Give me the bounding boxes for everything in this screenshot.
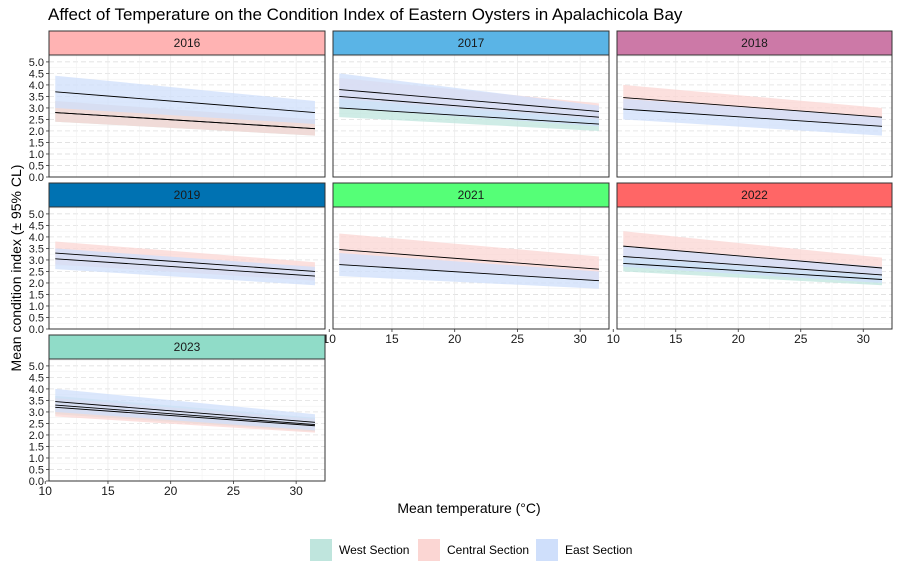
y-tick-label: 0.5 [29, 312, 44, 324]
fit-line-east-section [623, 108, 883, 127]
y-tick-label: 2.5 [29, 418, 44, 430]
ribbon-east-section [623, 246, 882, 283]
fit-line-west-section [55, 404, 315, 426]
facet-strip-label: 2017 [458, 36, 485, 50]
panel-border [616, 54, 893, 178]
facet-strip-label: 2018 [741, 36, 768, 50]
x-tick-label: 10 [607, 332, 621, 346]
panel-border [332, 54, 610, 178]
legend-label-west: West Section [339, 543, 410, 557]
y-tick-label: 2.0 [29, 430, 44, 442]
y-tick-label: 1.0 [29, 453, 44, 465]
y-tick-label: 0.5 [29, 160, 44, 172]
x-tick-label: 25 [227, 484, 241, 498]
y-tick-label: 5.0 [29, 209, 44, 221]
facet-strip-label: 2022 [741, 188, 768, 202]
y-tick-label: 2.5 [29, 266, 44, 278]
y-tick-label: 3.0 [29, 255, 44, 267]
x-tick-label: 30 [857, 332, 871, 346]
panel-border [48, 358, 326, 482]
x-tick-label: 20 [732, 332, 746, 346]
y-tick-label: 0.0 [29, 324, 44, 336]
x-axis-label: Mean temperature (°C) [397, 500, 541, 516]
y-tick-label: 4.5 [29, 220, 44, 232]
legend-label-east: East Section [565, 543, 633, 557]
legend-key-west [310, 539, 332, 561]
fit-line-west-section [339, 107, 599, 125]
y-tick-label: 1.5 [29, 441, 44, 453]
ribbon-east-section [339, 253, 599, 289]
fit-line-central-section [339, 249, 599, 270]
fit-line-east-section [55, 401, 315, 423]
facet-strip [48, 30, 326, 56]
x-tick-label: 15 [669, 332, 683, 346]
fit-line-central-section [623, 97, 883, 118]
facet-strip-label: 2023 [174, 340, 201, 354]
x-tick-label: 10 [39, 484, 53, 498]
legend-key-east [536, 539, 558, 561]
y-tick-label: 1.0 [29, 149, 44, 161]
facet-strip [332, 182, 610, 208]
facet-strip-label: 2016 [174, 36, 201, 50]
facet-strip [616, 182, 893, 208]
x-tick-label: 30 [573, 332, 587, 346]
y-tick-label: 4.5 [29, 68, 44, 80]
facet-strip [48, 182, 326, 208]
y-tick-label: 3.5 [29, 395, 44, 407]
panel-border [48, 206, 326, 330]
facet-strip-label: 2021 [458, 188, 485, 202]
y-tick-label: 3.5 [29, 91, 44, 103]
fit-line-east-section [623, 256, 883, 276]
panel-border [332, 206, 610, 330]
ribbon-east-section [339, 73, 599, 127]
y-tick-label: 1.0 [29, 301, 44, 313]
chart-title: Affect of Temperature on the Condition I… [48, 5, 683, 24]
panel-border [48, 54, 326, 178]
legend: West Section Central Section East Sectio… [0, 536, 900, 566]
legend-label-central: Central Section [447, 543, 530, 557]
facet-strip [48, 334, 326, 360]
y-tick-label: 0.0 [29, 172, 44, 184]
y-tick-label: 1.5 [29, 137, 44, 149]
y-tick-label: 4.0 [29, 384, 44, 396]
fit-line-central-section [339, 89, 600, 112]
facet-strip-label: 2019 [174, 188, 201, 202]
y-tick-label: 3.0 [29, 407, 44, 419]
fit-line-east-section [55, 258, 315, 277]
y-tick-label: 4.0 [29, 232, 44, 244]
y-tick-label: 5.0 [29, 361, 44, 373]
ribbon-east-section [623, 98, 882, 136]
y-tick-label: 5.0 [29, 57, 44, 69]
x-tick-label: 25 [511, 332, 525, 346]
fit-line-central-section [55, 252, 315, 272]
x-tick-label: 25 [794, 332, 808, 346]
x-tick-label: 20 [448, 332, 462, 346]
y-tick-label: 2.0 [29, 278, 44, 290]
x-tick-label: 20 [164, 484, 178, 498]
y-tick-label: 2.5 [29, 114, 44, 126]
x-tick-label: 15 [101, 484, 115, 498]
ribbon-east-section [55, 75, 315, 125]
x-tick-label: 30 [289, 484, 303, 498]
fit-line-east-section [55, 91, 315, 113]
fit-line-central-section [55, 112, 315, 130]
y-tick-label: 4.5 [29, 372, 44, 384]
y-tick-label: 3.5 [29, 243, 44, 255]
fit-line-east-section [339, 95, 599, 118]
y-tick-label: 4.0 [29, 80, 44, 92]
fit-line-west-section [623, 262, 883, 280]
y-tick-label: 1.5 [29, 289, 44, 301]
fit-line-central-section [55, 406, 315, 427]
fit-line-east-section [339, 264, 599, 282]
y-tick-label: 2.0 [29, 126, 44, 138]
panel-border [616, 206, 893, 330]
x-tick-label: 10 [323, 332, 337, 346]
y-tick-label: 0.0 [29, 476, 44, 488]
y-tick-label: 3.0 [29, 103, 44, 115]
x-tick-label: 15 [385, 332, 399, 346]
fit-line-central-section [623, 245, 883, 269]
legend-key-central [418, 539, 440, 561]
y-tick-label: 0.5 [29, 464, 44, 476]
